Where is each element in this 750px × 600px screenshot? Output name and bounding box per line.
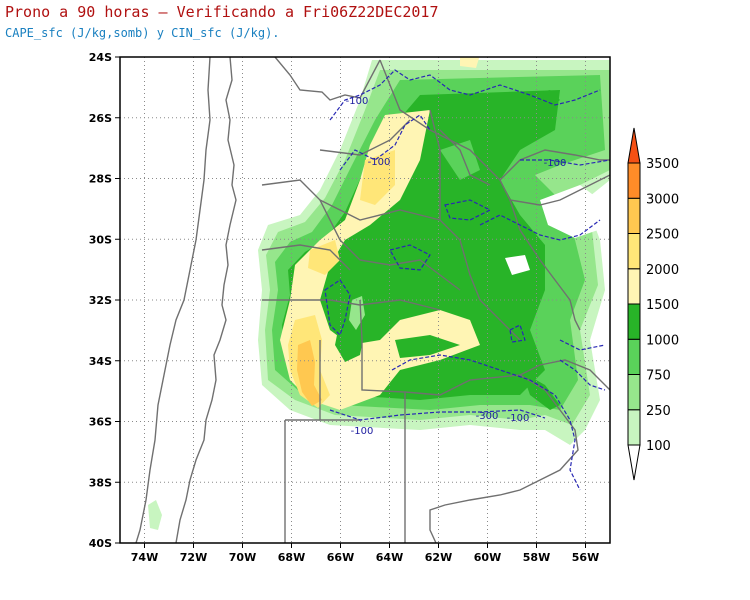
province-12: [429, 109, 441, 220]
lat-tick-label: 26S: [89, 112, 112, 125]
colorbar-box: [627, 374, 641, 411]
cin-contour-k: [559, 359, 606, 391]
colorbar-box: [627, 233, 641, 270]
province-7: [404, 374, 521, 396]
colorbar-label: 100: [646, 439, 671, 454]
lat-tick-label: 38S: [89, 476, 112, 489]
cin-contour-d: [520, 159, 610, 166]
colorbar-box: [627, 268, 641, 305]
colorbar-label: 1000: [646, 333, 679, 348]
border-uruguay: [509, 199, 581, 331]
coast-pacific: [135, 57, 211, 543]
map-title: Prono a 90 horas – Verificando a Fri06Z2…: [5, 3, 439, 21]
colorbar-label: 3500: [646, 157, 679, 172]
lon-tick-label: 66W: [327, 551, 354, 564]
colorbar-low-triangle: [627, 444, 641, 481]
lat-tick-label: 24S: [89, 51, 112, 64]
colorbar-box: [627, 303, 641, 340]
lon-tick-label: 72W: [180, 551, 207, 564]
province-9: [439, 219, 521, 341]
map-subtitle: CAPE_sfc (J/kg,somb) y CIN_sfc (J/kg).: [5, 26, 280, 40]
country-borders: [135, 57, 610, 543]
cin-contour-label: -100: [368, 157, 391, 168]
lat-tick-label: 28S: [89, 173, 112, 186]
province-11: [319, 119, 411, 156]
province-2: [261, 244, 351, 271]
lat-tick-label: 30S: [89, 233, 112, 246]
colorbar-box: [627, 162, 641, 199]
cin-contour-h: [329, 409, 546, 421]
lon-tick-label: 70W: [229, 551, 256, 564]
colorbar-box: [627, 338, 641, 375]
cin-contour-f: [324, 279, 351, 337]
cin-contour-label: -100: [351, 426, 374, 437]
coast-rio-plata: [519, 359, 610, 391]
province-4: [359, 299, 406, 543]
cin-contour-a: [339, 114, 431, 171]
colorbar-label: 3000: [646, 192, 679, 207]
axes: 74W 72W 70W 68W 66W 64W 62W 60W 58W 56W 24S 26S 28S 3…: [89, 51, 599, 564]
colorbar: 100 250 750 1000 1500 2000 2500 3000 3500: [627, 127, 679, 481]
province-8: [319, 199, 441, 221]
lon-tick-label: 60W: [474, 551, 501, 564]
lon-tick-label: 68W: [278, 551, 305, 564]
cin-contour-label: -300: [476, 411, 499, 422]
cape-region-1500-b: [460, 57, 480, 68]
colorbar-label: 2000: [646, 263, 679, 278]
cin-contour-e: [389, 244, 431, 271]
lon-tick-label: 74W: [131, 551, 158, 564]
cin-contours: [324, 69, 610, 491]
colorbar-box: [627, 197, 641, 234]
cape-hole-b: [505, 255, 530, 275]
colorbar-label: 1500: [646, 298, 679, 313]
border-north: [274, 57, 381, 101]
colorbar-label: 2500: [646, 228, 679, 243]
cin-contour-c: [479, 214, 601, 241]
colorbar-high-triangle: [627, 127, 641, 164]
cape-hole: [540, 185, 600, 238]
province-10: [359, 259, 461, 291]
province-15: [439, 129, 491, 186]
border-andes: [175, 57, 237, 543]
coast-atlantic: [429, 374, 579, 543]
cin-contour-label: -100: [544, 158, 567, 169]
cin-contour-north: [329, 69, 601, 121]
border-brazil: [499, 149, 610, 181]
cape-region-2000-c: [308, 240, 340, 275]
lat-tick-label: 36S: [89, 416, 112, 429]
cape-region-2000: [360, 150, 395, 205]
cape-region-100-b: [148, 500, 162, 530]
cin-contour-label: -100: [346, 96, 369, 107]
cape-region-2500: [297, 340, 322, 406]
lat-tick-label: 40S: [89, 537, 112, 550]
border-paraguay: [379, 59, 610, 206]
cin-contour-i: [559, 339, 606, 351]
cin-contour-b: [444, 199, 492, 221]
lon-tick-label: 56W: [572, 551, 599, 564]
lat-tick-label: 32S: [89, 294, 112, 307]
colorbar-label: 750: [646, 369, 671, 384]
lon-tick-label: 64W: [376, 551, 403, 564]
cape-island-1000-b: [395, 335, 460, 358]
cape-region-1000-b: [505, 90, 560, 120]
cape-shading: [148, 57, 610, 530]
cin-contour-j: [509, 324, 526, 343]
cin-contour-g: [391, 354, 581, 491]
cin-contour-label: -100: [507, 413, 530, 424]
lon-tick-label: 58W: [523, 551, 550, 564]
colorbar-box: [627, 409, 641, 446]
cin-contour-labels: -100 -100 -100 -100 -300 -100: [346, 96, 567, 437]
lat-tick-label: 34S: [89, 355, 112, 368]
colorbar-label: 250: [646, 404, 671, 419]
lon-tick-label: 62W: [425, 551, 452, 564]
